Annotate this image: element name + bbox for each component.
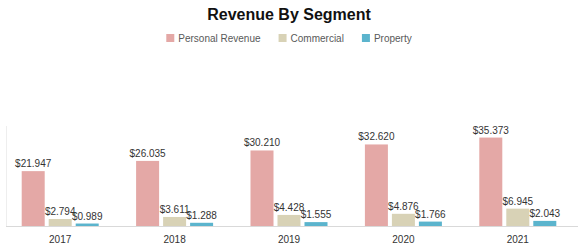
bar [163,217,186,226]
legend-swatch [279,34,287,42]
bar [392,214,415,226]
data-label: $6.945 [503,196,534,207]
legend-label: Personal Revenue [178,33,261,44]
bar [506,209,529,226]
x-tick-label: 2020 [392,234,415,245]
data-label: $2.043 [530,208,561,219]
bar [278,215,301,226]
x-tick-label: 2017 [49,234,72,245]
bar [305,222,328,226]
data-label: $1.555 [301,209,332,220]
data-label: $0.989 [72,211,103,222]
legend-swatch [362,34,370,42]
bar [49,219,72,226]
legend-label: Property [374,33,412,44]
data-label: $1.288 [186,210,217,221]
bar [533,221,556,226]
legend: Personal Revenue Commercial Property [166,33,411,44]
x-tick-label: 2019 [278,234,301,245]
legend-swatch [166,34,174,42]
data-label: $26.035 [130,148,167,159]
bar [190,223,213,226]
bar [365,144,388,226]
data-label: $30.210 [244,137,281,148]
x-tick-label: 2018 [163,234,186,245]
bar [76,224,99,226]
data-label: $21.947 [15,158,52,169]
bar [479,138,502,226]
x-axis-line [6,226,578,227]
data-label: $32.620 [358,131,395,142]
bar [419,222,442,226]
chart: Revenue By Segment Personal Revenue Commer… [0,0,578,250]
data-label: $1.766 [415,209,446,220]
title: Revenue By Segment [207,6,371,23]
bar [136,161,159,226]
data-labels: $21.947$2.794$0.989$26.035$3.611$1.288$3… [15,125,560,222]
bar [251,150,274,226]
x-tick-label: 2021 [507,234,530,245]
bar [22,171,45,226]
y-axis-line [6,126,7,226]
legend-label: Commercial [291,33,344,44]
data-label: $35.373 [473,125,510,136]
bars [22,138,557,226]
